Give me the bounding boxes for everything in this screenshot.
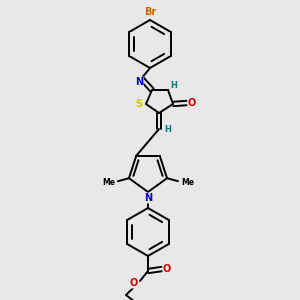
Text: N: N	[135, 77, 143, 87]
Text: H: H	[165, 125, 171, 134]
Text: O: O	[130, 278, 138, 288]
Text: S: S	[135, 99, 142, 109]
Text: O: O	[163, 264, 171, 274]
Text: O: O	[188, 98, 196, 108]
Text: H: H	[171, 80, 177, 89]
Text: Br: Br	[144, 7, 156, 17]
Text: Me: Me	[102, 178, 115, 187]
Text: N: N	[144, 193, 152, 203]
Text: Me: Me	[181, 178, 194, 187]
